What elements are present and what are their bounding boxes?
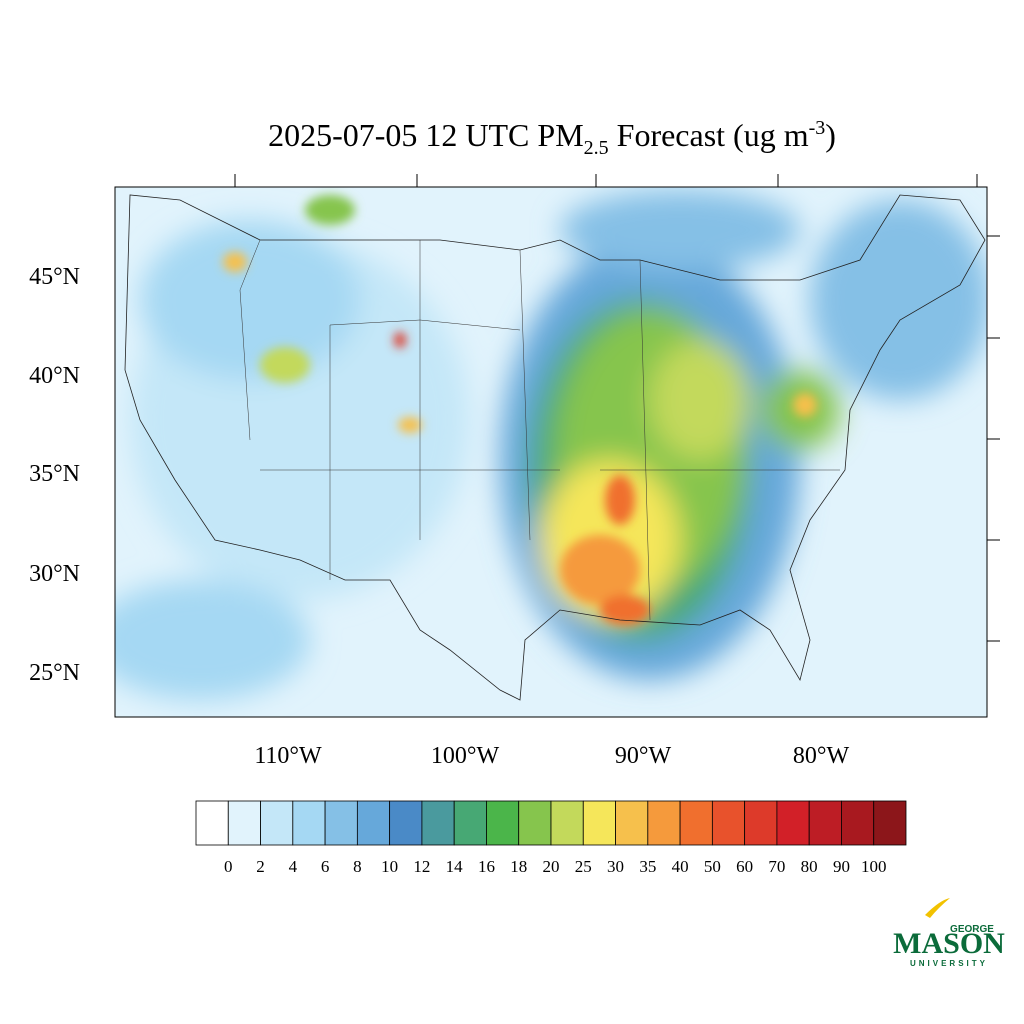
colorbar-label: 30 — [607, 857, 624, 876]
colorbar-box — [227, 800, 261, 846]
title: 2025-07-05 12 UTC PM2.5 Forecast (ug m-3… — [268, 117, 836, 159]
colorbar: 0 2 4 6 8 10 12 14 16 18 20 25 30 35 40 50 60 70 80 90 100 — [195, 800, 907, 876]
colorbar-label: 70 — [768, 857, 785, 876]
lon-label: 80°W — [793, 743, 850, 769]
colorbar-label: 12 — [413, 857, 430, 876]
colorbar-box — [841, 800, 875, 846]
colorbar-box — [292, 800, 326, 846]
lon-labels: 110°W 100°W 90°W 80°W — [254, 743, 849, 769]
logo: GEORGE MASON UNIVERSITY — [893, 898, 1005, 968]
colorbar-box — [389, 800, 423, 846]
lon-label: 100°W — [431, 743, 500, 769]
logo-top: GEORGE — [950, 924, 994, 935]
colorbar-box — [615, 800, 649, 846]
title-sup: -3 — [809, 117, 826, 139]
colorbar-label: 14 — [446, 857, 464, 876]
colorbar-box — [582, 800, 616, 846]
colorbar-box — [873, 800, 907, 846]
colorbar-label: 50 — [704, 857, 721, 876]
colorbar-box — [711, 800, 746, 846]
colorbar-box — [679, 800, 713, 846]
map-ticks — [234, 174, 1000, 642]
lon-label: 110°W — [254, 743, 322, 769]
colorbar-label: 10 — [381, 857, 398, 876]
colorbar-label: 0 — [224, 857, 233, 876]
colorbar-box — [550, 800, 584, 846]
colorbar-label: 8 — [353, 857, 362, 876]
colorbar-box — [808, 800, 842, 846]
title-end: ) — [825, 117, 836, 153]
lat-label: 45°N — [29, 264, 80, 290]
logo-bottom: UNIVERSITY — [910, 959, 988, 968]
colorbar-box — [260, 800, 294, 846]
colorbar-label: 16 — [478, 857, 495, 876]
colorbar-label: 80 — [801, 857, 818, 876]
colorbar-box — [195, 800, 229, 846]
lat-label: 40°N — [29, 363, 80, 389]
logo-main: MASON — [893, 927, 1005, 960]
map-frame — [114, 186, 988, 718]
colorbar-box — [421, 800, 455, 846]
lon-label: 90°W — [615, 743, 672, 769]
colorbar-box — [486, 800, 520, 846]
lat-labels: 45°N 40°N 35°N 30°N 25°N — [29, 264, 80, 686]
colorbar-label: 25 — [575, 857, 592, 876]
colorbar-label: 100 — [861, 857, 887, 876]
title-rest: Forecast (ug m — [609, 117, 809, 153]
lat-label: 30°N — [29, 561, 80, 587]
lat-label: 35°N — [29, 461, 80, 487]
colorbar-box — [324, 800, 358, 846]
colorbar-box — [647, 800, 681, 846]
colorbar-label: 2 — [256, 857, 265, 876]
colorbar-label: 35 — [639, 857, 656, 876]
colorbar-label: 90 — [833, 857, 850, 876]
colorbar-label: 40 — [672, 857, 689, 876]
colorbar-box — [356, 800, 391, 846]
colorbar-box — [776, 800, 810, 846]
colorbar-box — [744, 800, 778, 846]
colorbar-label: 4 — [289, 857, 298, 876]
lat-label: 25°N — [29, 660, 80, 686]
title-main: 2025-07-05 12 UTC PM — [268, 117, 584, 153]
colorbar-label: 18 — [510, 857, 527, 876]
colorbar-label: 60 — [736, 857, 753, 876]
title-sub: 2.5 — [584, 137, 609, 159]
map-field — [115, 187, 987, 717]
colorbar-label: 20 — [543, 857, 560, 876]
colorbar-box — [518, 800, 552, 846]
colorbar-label: 6 — [321, 857, 330, 876]
colorbar-box — [453, 800, 487, 846]
